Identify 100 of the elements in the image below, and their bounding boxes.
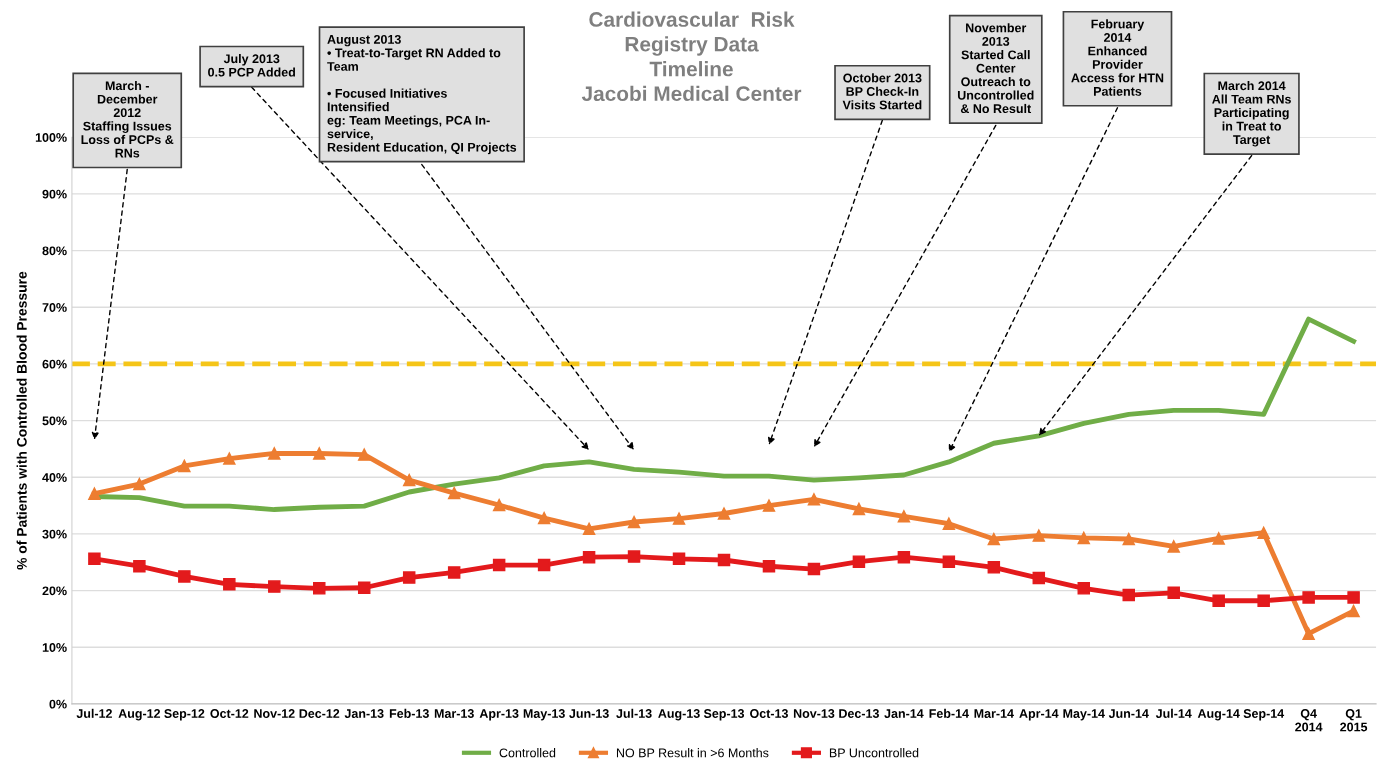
point — [942, 555, 956, 568]
point — [133, 477, 146, 491]
y-tick-label: 10% — [42, 643, 67, 652]
point — [268, 580, 281, 593]
x-tick-label: Aug-13 — [658, 709, 700, 721]
point — [1302, 591, 1315, 604]
x-tick-label: Apr-14 — [1019, 709, 1059, 721]
point — [1032, 571, 1046, 585]
point — [447, 566, 461, 579]
x-tick-label: Dec-13 — [839, 709, 879, 718]
point — [897, 550, 911, 564]
point — [672, 512, 686, 525]
x-tick-label: Sep-13 — [703, 709, 745, 721]
chart-title: Cardiovascular Risk Registry Data Timeline Jacobi Medical Center — [581, 11, 802, 102]
point — [582, 550, 596, 564]
point — [627, 515, 641, 529]
y-tick-label: 50% — [42, 416, 67, 426]
x-tick-label: Dec-12 — [299, 709, 340, 718]
point — [1167, 540, 1180, 553]
point — [1347, 591, 1360, 604]
x-tick-label: Nov-13 — [793, 709, 835, 718]
y-tick-label: 60% — [42, 359, 67, 369]
point — [1347, 604, 1360, 618]
x-tick-label: Sep-14 — [1243, 709, 1285, 721]
point — [852, 502, 866, 516]
x-tick-label: May-13 — [523, 709, 565, 721]
x-tick-label: Jun-14 — [1108, 709, 1149, 718]
point — [313, 582, 326, 595]
point — [402, 571, 416, 584]
x-tick-label: Feb-14 — [929, 708, 969, 718]
x-tick-label: May-14 — [1063, 709, 1105, 721]
annotation: March 2014 All Team RNs Participating in Treat to Target — [1212, 80, 1291, 147]
y-tick-label: 30% — [42, 529, 67, 539]
x-tick-label: Jun-13 — [569, 709, 609, 718]
x-tick-label: Jan-13 — [344, 709, 384, 718]
x-tick-label: Apr-13 — [479, 709, 519, 721]
point — [627, 550, 641, 563]
point — [178, 570, 191, 583]
y-tick-label: 90% — [42, 189, 67, 199]
point — [717, 507, 731, 520]
point — [133, 559, 146, 573]
point — [178, 459, 191, 473]
x-tick-label: Jul-14 — [1155, 708, 1192, 718]
point — [672, 552, 686, 566]
point — [492, 558, 506, 572]
point — [357, 448, 371, 461]
y-tick-label: 70% — [42, 303, 67, 312]
point — [582, 522, 596, 536]
point — [717, 553, 731, 567]
y-tick-label: 0% — [49, 699, 67, 709]
x-tick-label: Jan-14 — [884, 709, 924, 718]
x-tick-label: Q4 2014 — [1295, 709, 1323, 732]
x-tick-label: Sep-12 — [164, 709, 205, 721]
x-tick-label: Feb-13 — [389, 708, 429, 718]
point — [268, 447, 281, 460]
point — [88, 552, 101, 566]
y-tick-label: 80% — [42, 246, 67, 256]
legend-label: NO BP Result in >6 Months — [616, 748, 769, 758]
x-tick-label: Nov-12 — [254, 709, 295, 718]
point — [1302, 627, 1315, 640]
x-tick-label: Jul-13 — [616, 708, 652, 718]
x-tick-label: Q1 2015 — [1340, 709, 1368, 732]
point — [762, 499, 776, 512]
x-tick-label: Mar-14 — [974, 709, 1014, 718]
point — [1077, 582, 1091, 595]
x-tick-label: Mar-13 — [434, 709, 474, 718]
legend-label: BP Uncontrolled — [829, 748, 919, 758]
point — [1032, 529, 1046, 542]
point — [223, 452, 236, 465]
text: July 2013 0.5 PCP Added — [208, 53, 295, 77]
point — [1212, 532, 1225, 545]
point — [223, 578, 236, 591]
point — [402, 473, 416, 487]
annotation: March - December 2012 Staffing Issues Loss of PCPs & RNs — [81, 80, 174, 158]
x-tick-label: Jul-12 — [76, 708, 112, 718]
point — [1122, 532, 1135, 546]
point — [88, 487, 101, 500]
point — [537, 558, 551, 572]
text: October 2013 BP Check-In Visits Started — [842, 73, 922, 110]
point — [1167, 586, 1180, 600]
point — [1122, 588, 1135, 602]
point — [357, 581, 371, 595]
x-tick-label: Aug-14 — [1197, 709, 1240, 721]
point — [492, 498, 506, 512]
point — [897, 510, 911, 523]
y-tick-label: 100% — [35, 133, 67, 142]
x-tick-label: Oct-12 — [210, 709, 249, 718]
text: November 2013 Started Call Center Outreach to Uncontrolled & No Result — [957, 23, 1034, 114]
x-tick-label: Oct-13 — [750, 709, 788, 718]
point — [762, 559, 776, 573]
point — [987, 561, 1001, 574]
x-tick-label: Aug-12 — [118, 709, 161, 721]
point — [313, 447, 326, 460]
text: February 2014 Enhanced Provider Access for HTN Patients — [1071, 19, 1164, 96]
legend-label: Controlled — [499, 748, 556, 758]
text: August 2013 • Treat-to-Target RN Added to Team • Focused Initiatives Intensified eg: Team Meetings, PCA In- service, Resident Education, QI Projects — [327, 34, 517, 155]
point — [447, 486, 461, 500]
point — [1212, 594, 1225, 608]
point — [1077, 531, 1091, 545]
point — [537, 511, 551, 525]
